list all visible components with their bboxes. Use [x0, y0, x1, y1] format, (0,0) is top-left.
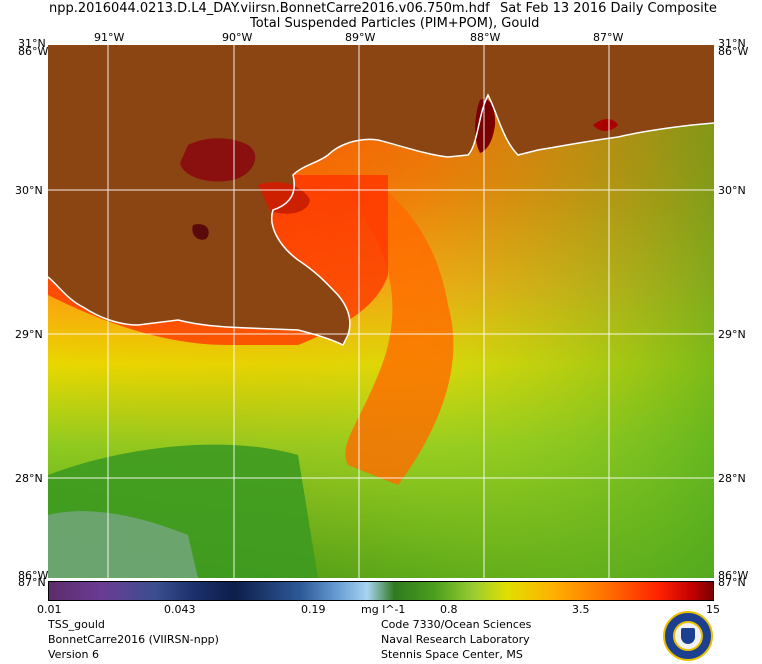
footer-dataset: BonnetCarre2016 (VIIRSN-npp): [48, 633, 219, 646]
lon-label-88w: 88°W: [470, 31, 501, 44]
footer-version: Version 6: [48, 648, 99, 661]
lon-label-89w: 89°W: [345, 31, 376, 44]
map-image: [48, 45, 714, 578]
colorbar-tick-3: 0.8: [440, 603, 458, 616]
coastline: [48, 93, 714, 347]
land-mass: [48, 45, 714, 345]
corner-top-left-lat: 31°N: [18, 37, 46, 50]
colorbar-tick-5: 15: [706, 603, 720, 616]
colorbar-tick-0: 0.01: [37, 603, 62, 616]
graticule: [48, 45, 714, 578]
footer-product-code: TSS_gould: [48, 618, 105, 631]
corner-top-right-lon: 86°W: [718, 45, 749, 58]
colorbar-units: mg l^-1: [361, 603, 406, 616]
product-title: Total Suspended Particles (PIM+POM), Gou…: [250, 16, 540, 31]
mobile-bay: [475, 98, 496, 153]
satellite-map: [48, 45, 714, 578]
colorbar-tick-2: 0.19: [301, 603, 326, 616]
lat-label-30n-right: 30°N: [718, 184, 746, 197]
corner-bottom-right-lat: 87°N: [718, 576, 746, 589]
corner-bottom-right-lon: 86°W: [718, 569, 749, 582]
corner-top-left-lon: 86°W: [18, 45, 49, 58]
colorbar-tick-1: 0.043: [164, 603, 196, 616]
lat-label-28n-right: 28°N: [718, 472, 746, 485]
seal-shield-icon: [681, 628, 695, 644]
lat-label-30n-left: 30°N: [15, 184, 43, 197]
pensacola-bay: [593, 119, 618, 131]
naval-research-laboratory-seal-icon: [663, 611, 713, 661]
southwest-light-water: [48, 511, 198, 578]
colorbar: [48, 581, 714, 601]
lat-label-29n-left: 29°N: [15, 328, 43, 341]
footer-location: Stennis Space Center, MS: [381, 648, 523, 661]
composite-date: Sat Feb 13 2016 Daily Composite: [500, 1, 717, 16]
lon-label-91w: 91°W: [94, 31, 125, 44]
lat-label-28n-left: 28°N: [15, 472, 43, 485]
seal-inner: [673, 621, 703, 651]
barataria-bay: [192, 224, 209, 240]
lon-label-90w: 90°W: [222, 31, 253, 44]
river-plume: [345, 185, 454, 485]
lat-label-29n-right: 29°N: [718, 328, 746, 341]
corner-bottom-left-lon: 86°W: [18, 569, 49, 582]
lon-label-87w: 87°W: [593, 31, 624, 44]
file-name: npp.2016044.0213.D.L4_DAY.viirsn.BonnetC…: [49, 1, 490, 16]
corner-bottom-left-lat: 87°N: [18, 576, 46, 589]
corner-top-right-lat: 31°N: [718, 37, 746, 50]
colorbar-tick-4: 3.5: [572, 603, 590, 616]
lake-pontchartrain: [180, 138, 256, 182]
footer-code: Code 7330/Ocean Sciences: [381, 618, 532, 631]
footer-lab: Naval Research Laboratory: [381, 633, 530, 646]
